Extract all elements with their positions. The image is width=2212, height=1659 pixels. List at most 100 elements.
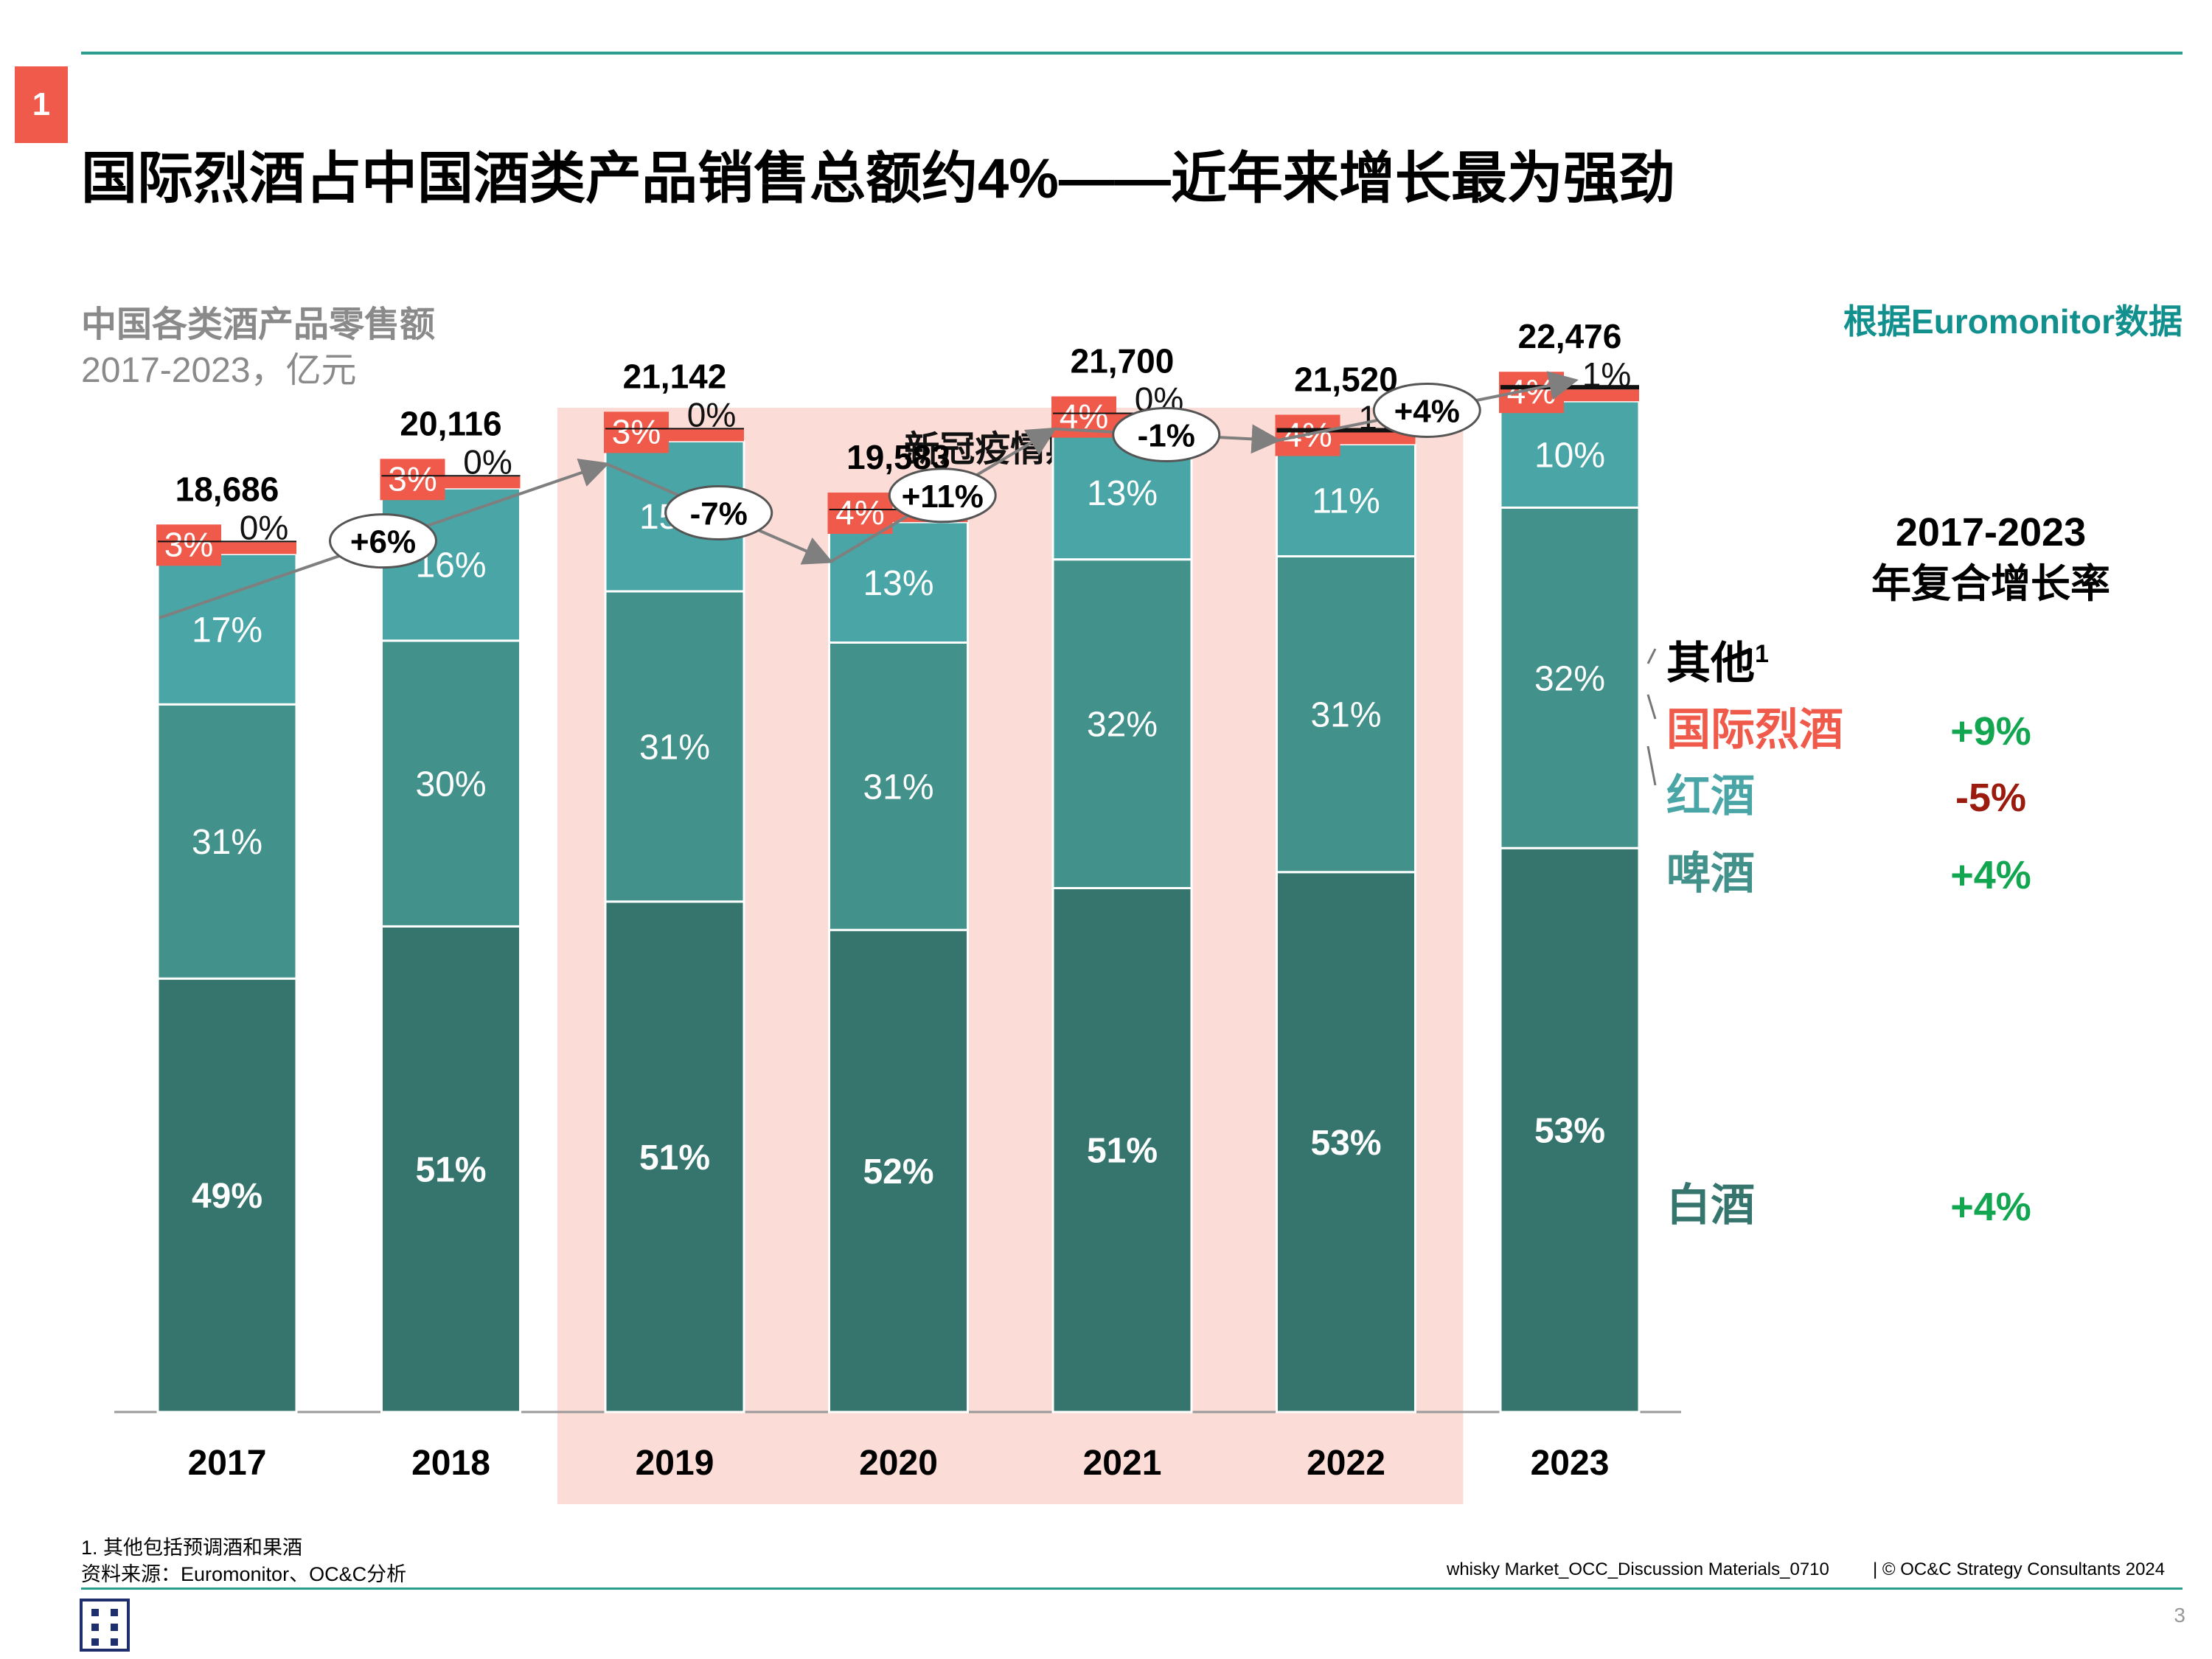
growth-bubble-5 <box>1372 382 1481 438</box>
bar-label-baijiu-2019: 51% <box>639 1138 710 1178</box>
cagr-value-2: -5% <box>1955 776 2026 820</box>
bar-label-baijiu-2021: 51% <box>1087 1132 1158 1171</box>
x-tick-label-2020: 2020 <box>859 1444 938 1483</box>
bar-segment-baijiu-2021 <box>1051 886 1193 1413</box>
bar-total-2022: 21,520 <box>1294 360 1398 398</box>
bar-segment-other-2017 <box>158 540 296 543</box>
bar-label-beer-2020: 31% <box>863 768 933 807</box>
x-tick-label-2021: 2021 <box>1083 1444 1162 1483</box>
bar-segment-other-2022 <box>1276 428 1416 433</box>
intl-spirits-label-badge-2017 <box>156 524 221 566</box>
bar-label-intl_spirits-2020: 4% <box>835 493 884 532</box>
bar-segment-baijiu-2022 <box>1276 871 1416 1413</box>
cagr-value-4: +4% <box>1950 1185 2031 1229</box>
bar-total-2018: 20,116 <box>400 404 501 442</box>
section-badge: 1 <box>15 66 68 143</box>
x-tick-label-2022: 2022 <box>1307 1444 1385 1483</box>
bar-segment-beer-2018 <box>380 639 521 928</box>
bar-segment-other-2019 <box>605 428 744 430</box>
cagr-title-line2: 年复合增长率 <box>1871 562 2110 606</box>
x-tick-label-2023: 2023 <box>1531 1444 1610 1483</box>
legend-label-3: 啤酒 <box>1666 849 1755 898</box>
bar-label-other-2019: 0% <box>687 395 736 434</box>
x-tick-label-2018: 2018 <box>411 1444 490 1483</box>
bar-segment-baijiu-2017 <box>156 977 298 1413</box>
legend-label-4: 白酒 <box>1666 1180 1755 1230</box>
bar-label-intl_spirits-2017: 3% <box>164 525 213 563</box>
occ-logo-icon <box>80 1599 130 1652</box>
legend-label-2: 红酒 <box>1666 771 1755 821</box>
bar-segment-baijiu-2023 <box>1499 846 1641 1413</box>
bar-total-2023: 22,476 <box>1518 317 1622 355</box>
bar-segment-baijiu-2020 <box>828 928 969 1413</box>
data-source-note: 根据Euromonitor数据 <box>1843 302 2183 341</box>
bar-label-baijiu-2018: 51% <box>415 1151 486 1190</box>
x-tick-label-2017: 2017 <box>188 1444 267 1483</box>
bar-label-wine-2021: 13% <box>1087 474 1158 513</box>
bar-total-2017: 18,686 <box>175 470 279 508</box>
cagr-value-3: +4% <box>1950 853 2031 897</box>
bar-label-wine-2022: 11% <box>1312 481 1380 521</box>
growth-label-1: +6% <box>350 524 416 560</box>
bar-total-2021: 21,700 <box>1071 342 1175 380</box>
copyright: | © OC&C Strategy Consultants 2024 <box>1873 1559 2166 1579</box>
bar-segment-wine-2023 <box>1499 400 1641 509</box>
file-name: whisky Market_OCC_Discussion Materials_0… <box>1447 1559 1829 1579</box>
growth-label-2: -7% <box>690 495 748 532</box>
legend-connector-0 <box>1646 648 1657 664</box>
intl-spirits-label-badge-2019 <box>604 411 669 453</box>
growth-bubble-4 <box>1112 406 1221 462</box>
bar-label-wine-2017: 17% <box>192 611 262 650</box>
growth-bubble-2 <box>664 484 773 540</box>
top-rule <box>81 52 2183 55</box>
legend-label-0: 其他1 <box>1666 639 1769 688</box>
bar-segment-beer-2023 <box>1499 506 1641 849</box>
bar-label-other-2018: 0% <box>463 442 512 481</box>
page-number: 3 <box>2174 1604 2185 1627</box>
bar-label-intl_spirits-2018: 3% <box>388 459 437 498</box>
growth-bubble-3 <box>888 467 997 524</box>
bar-label-baijiu-2017: 49% <box>192 1177 262 1216</box>
bar-label-beer-2017: 31% <box>192 823 262 862</box>
bar-label-wine-2023: 10% <box>1534 436 1605 475</box>
legend-connector-2 <box>1646 745 1657 786</box>
page-title: 国际烈酒占中国酒类产品销售总额约4%——近年来增长最为强劲 <box>81 147 1675 210</box>
bar-label-wine-2020: 13% <box>863 564 933 603</box>
bar-segment-wine-2020 <box>828 521 969 644</box>
legend-label-1: 国际烈酒 <box>1666 705 1843 754</box>
bottom-rule <box>81 1587 2183 1590</box>
bar-label-beer-2022: 31% <box>1310 696 1381 735</box>
growth-label-5: +4% <box>1394 393 1460 429</box>
footnote: 1. 其他包括预调酒和果酒 <box>81 1537 303 1559</box>
bar-label-other-2023: 1% <box>1582 355 1631 394</box>
cagr-value-1: +9% <box>1950 709 2031 754</box>
intl-spirits-label-badge-2018 <box>380 459 445 501</box>
bar-segment-beer-2019 <box>604 590 745 903</box>
bar-segment-beer-2021 <box>1051 558 1193 889</box>
intl-spirits-label-badge-2020 <box>827 493 893 535</box>
bar-label-beer-2023: 32% <box>1534 659 1605 698</box>
bar-label-baijiu-2022: 53% <box>1310 1124 1381 1163</box>
bar-label-other-2017: 0% <box>240 508 288 546</box>
legend-connector-1 <box>1646 694 1657 720</box>
growth-label-4: -1% <box>1138 417 1195 453</box>
chart-unit: 2017-2023，亿元 <box>81 351 357 390</box>
bar-label-beer-2021: 32% <box>1087 706 1158 745</box>
bar-segment-other-2021 <box>1053 412 1192 414</box>
growth-bubble-1 <box>329 513 437 569</box>
bar-segment-beer-2022 <box>1276 554 1416 874</box>
bar-label-intl_spirits-2019: 3% <box>612 412 661 451</box>
bar-label-beer-2019: 31% <box>639 728 710 767</box>
growth-label-3: +11% <box>902 479 984 515</box>
cagr-title-line1: 2017-2023 <box>1896 510 2086 554</box>
bar-label-baijiu-2023: 53% <box>1534 1112 1605 1151</box>
bar-total-2019: 21,142 <box>623 357 727 395</box>
bar-segment-wine-2022 <box>1276 442 1416 557</box>
x-tick-label-2019: 2019 <box>636 1444 714 1483</box>
chart-subtitle: 中国各类酒产品零售额 <box>81 305 436 344</box>
bar-label-baijiu-2020: 52% <box>863 1152 933 1192</box>
bar-label-beer-2018: 30% <box>415 765 486 804</box>
bar-segment-baijiu-2018 <box>380 925 521 1413</box>
bar-segment-other-2018 <box>381 475 521 477</box>
